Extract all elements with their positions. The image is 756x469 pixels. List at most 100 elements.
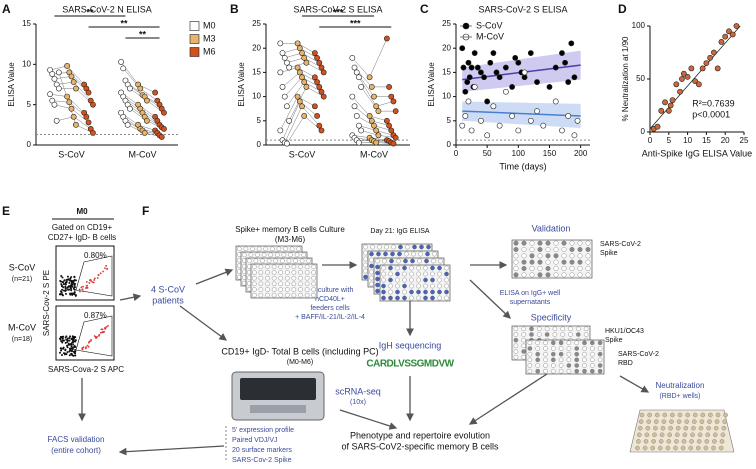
dot <box>368 84 375 90</box>
well <box>704 439 710 444</box>
dot <box>353 113 360 119</box>
well <box>444 283 449 289</box>
well <box>521 266 527 271</box>
well <box>375 264 380 270</box>
well <box>388 265 393 271</box>
flow-dot <box>86 284 89 287</box>
coculture: Co-culture with <box>307 287 354 294</box>
flow-dot <box>72 350 75 353</box>
gate: Gated on CD19+ <box>52 223 113 232</box>
well <box>585 247 591 252</box>
dot <box>294 40 301 47</box>
well <box>271 270 277 275</box>
well <box>654 419 659 424</box>
flow-dot <box>105 264 108 267</box>
supernatants: ELISA on IgG+ well <box>500 290 561 297</box>
flow-dot <box>62 352 65 355</box>
pair-line <box>358 77 377 107</box>
well <box>242 252 247 258</box>
well <box>258 270 264 275</box>
well <box>430 289 435 295</box>
point <box>464 79 471 85</box>
dot <box>118 59 124 65</box>
well <box>684 419 690 424</box>
arrow <box>468 371 551 425</box>
well <box>419 244 424 250</box>
dot <box>353 69 360 76</box>
x-tick-label: 25 <box>740 136 749 145</box>
point <box>571 74 578 81</box>
well <box>402 265 407 271</box>
well <box>569 259 575 265</box>
well <box>529 247 535 252</box>
flow-dot <box>87 345 90 348</box>
pair-line <box>297 96 316 107</box>
well <box>252 292 257 298</box>
well <box>285 275 290 281</box>
well <box>311 292 316 298</box>
well <box>543 351 548 357</box>
point <box>565 113 572 119</box>
dot <box>386 84 392 90</box>
point <box>496 122 503 129</box>
well <box>260 258 265 264</box>
well <box>377 244 382 250</box>
dot <box>316 122 323 129</box>
dot <box>373 127 380 134</box>
well <box>521 343 526 349</box>
well <box>558 368 564 374</box>
x-axis-label: Anti-Spike IgG ELISA Value <box>642 148 752 158</box>
well <box>416 283 421 289</box>
flow-dot <box>69 277 72 280</box>
point <box>465 59 472 66</box>
well <box>529 332 534 337</box>
well <box>585 240 591 246</box>
y-tick-label: 10 <box>22 59 31 68</box>
flow-dot <box>63 339 66 342</box>
point <box>462 88 469 95</box>
flow-dot <box>100 328 103 331</box>
flow-dot <box>68 350 71 353</box>
point <box>484 132 491 139</box>
well <box>675 425 681 431</box>
dot <box>388 93 395 100</box>
flow-dot <box>102 270 104 273</box>
dot <box>356 139 362 146</box>
well <box>691 425 696 431</box>
well <box>561 259 567 265</box>
pair-line <box>282 72 300 88</box>
flow-dot <box>92 281 95 284</box>
well <box>285 270 290 275</box>
well <box>529 272 535 278</box>
well <box>265 281 270 287</box>
flow-dot <box>88 282 91 284</box>
well <box>405 244 410 250</box>
well <box>382 258 387 264</box>
well <box>545 266 551 271</box>
coculture: feeders cells <box>310 305 350 312</box>
flow-dot <box>60 293 63 296</box>
pair-line <box>301 106 320 126</box>
well <box>396 258 401 264</box>
dot <box>286 64 293 71</box>
well <box>583 326 589 332</box>
flow-dot <box>96 277 99 279</box>
bullet: Paired VDJ/VJ <box>232 437 278 444</box>
well <box>574 346 579 351</box>
pair-line <box>299 72 318 83</box>
well <box>560 326 565 332</box>
flow-dot <box>104 327 106 329</box>
well <box>258 275 264 281</box>
well <box>265 264 270 270</box>
well <box>256 246 262 252</box>
flow-dot <box>101 331 104 334</box>
well <box>527 351 533 357</box>
well <box>582 363 587 368</box>
validation: Validation <box>532 223 571 233</box>
point <box>559 127 565 134</box>
well <box>576 332 581 337</box>
well <box>409 265 414 271</box>
pair-line <box>280 96 298 131</box>
timepoint: M0 <box>76 207 88 216</box>
flow-dot <box>99 332 102 334</box>
